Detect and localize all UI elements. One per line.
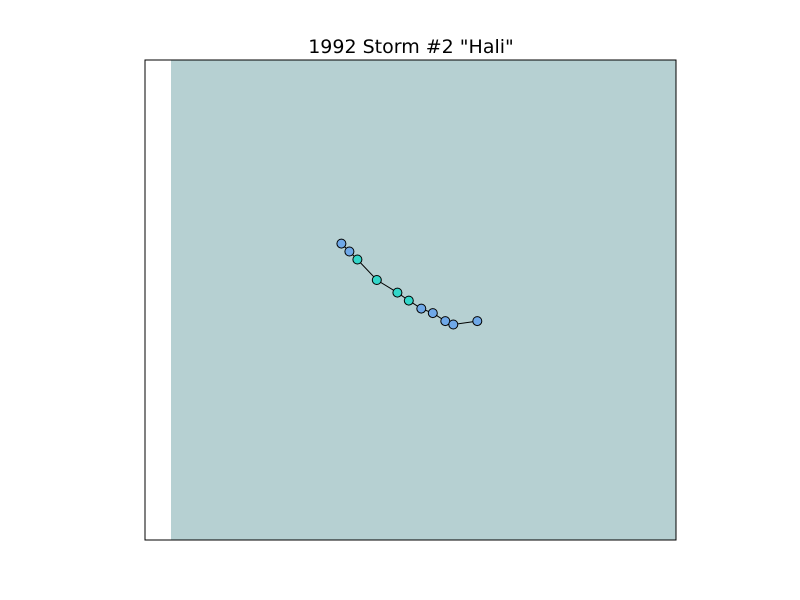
track-point-2 xyxy=(344,246,355,257)
track-point-7 xyxy=(416,303,427,314)
track-point-6 xyxy=(403,295,414,306)
chart-title: 1992 Storm #2 "Hali" xyxy=(308,36,514,58)
land-strip xyxy=(145,60,171,540)
track-point-4 xyxy=(371,275,382,285)
track-point-11 xyxy=(472,316,483,327)
track-point-5 xyxy=(392,287,403,298)
track-point-10 xyxy=(448,319,459,330)
storm-track-points xyxy=(336,238,483,330)
ocean-area xyxy=(171,60,676,540)
track-point-8 xyxy=(427,308,438,319)
track-point-3 xyxy=(352,254,363,265)
track-point-1 xyxy=(336,238,347,249)
map-area xyxy=(145,60,676,540)
map-frame xyxy=(144,59,677,541)
